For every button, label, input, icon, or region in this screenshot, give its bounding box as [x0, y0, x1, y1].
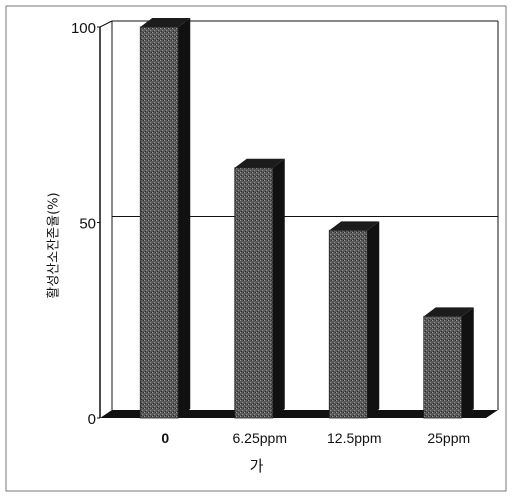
y-tick-label-1: 50: [79, 216, 96, 233]
y-tick-label-2: 100: [71, 20, 96, 37]
y-tick-label-0: 0: [88, 411, 96, 428]
bar-side-1: [272, 158, 285, 418]
bar-top-1: [234, 158, 285, 168]
x-tick-label-2: 12.5ppm: [327, 430, 381, 446]
bar-top-0: [140, 18, 191, 27]
y-axis-depth: [99, 20, 113, 28]
x-tick-label-1: 6.25ppm: [233, 430, 287, 446]
bar-top-3: [423, 307, 474, 317]
bar-0: [139, 26, 179, 419]
x-tick-label-0: 0: [161, 430, 169, 446]
figure-border: [5, 5, 507, 492]
y-axis-label-box: 활성산소잔존율(%): [32, 180, 72, 310]
bar-side-2: [367, 221, 380, 418]
bar-top-2: [329, 221, 380, 231]
bar-2: [328, 229, 368, 419]
x-tick-label-3: 25ppm: [427, 430, 470, 446]
bar-3: [423, 315, 463, 419]
panel-caption: 가: [249, 457, 264, 475]
bar-side-0: [178, 18, 191, 418]
bar-1: [234, 167, 274, 419]
y-axis-label: 활성산소잔존율(%): [46, 191, 62, 299]
bar-side-3: [461, 307, 474, 418]
floor: [100, 410, 498, 418]
